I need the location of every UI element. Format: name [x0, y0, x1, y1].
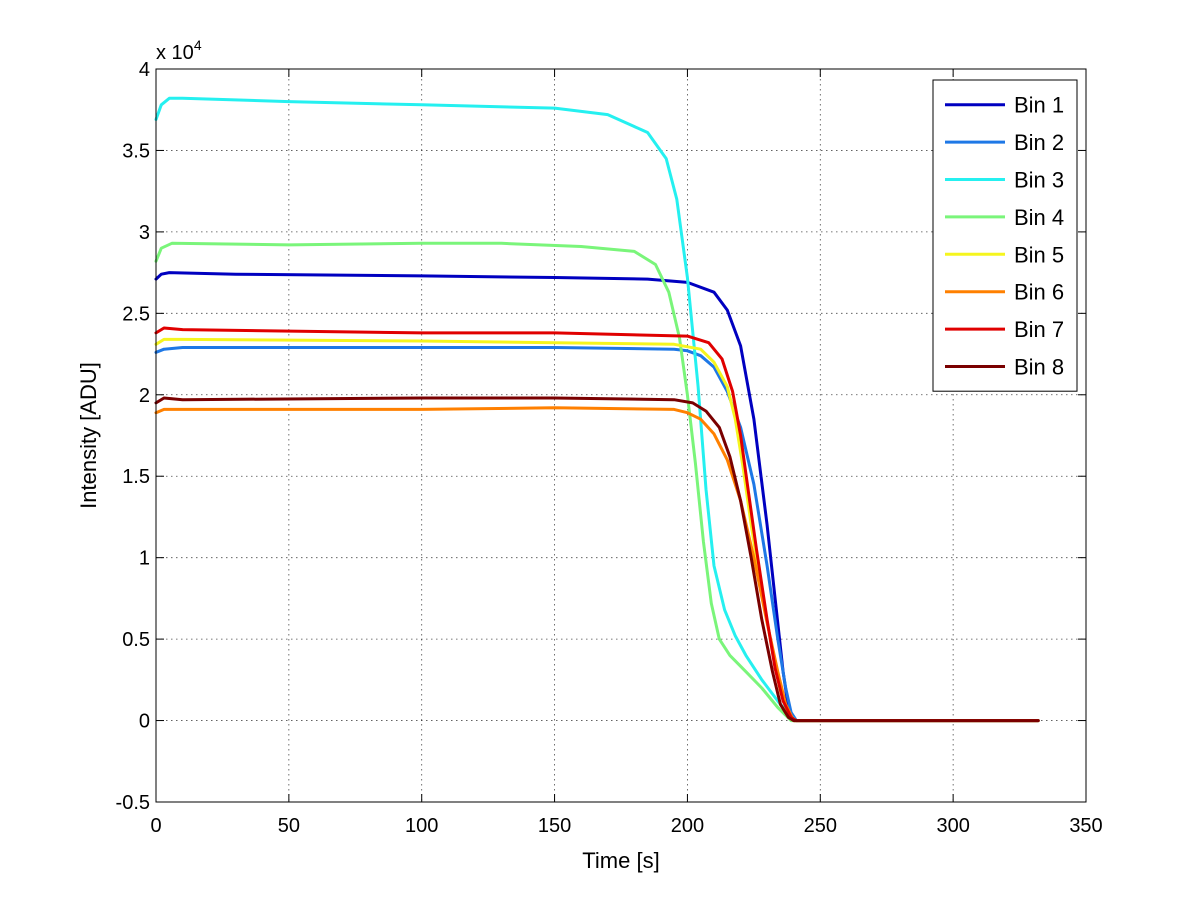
legend-label-bin-8: Bin 8: [1014, 355, 1064, 380]
x-tick-label: 100: [405, 815, 438, 837]
y-tick-label: -0.5: [116, 792, 150, 814]
y-tick-label: 0: [139, 711, 150, 733]
x-tick-label: 150: [538, 815, 571, 837]
series-line-bin-8: [154, 396, 1040, 723]
y-exponent-base: x 10: [156, 42, 194, 64]
y-tick-label: 1: [139, 548, 150, 570]
x-tick-label: 250: [804, 815, 837, 837]
legend-label-bin-2: Bin 2: [1014, 130, 1064, 155]
series-line-bin-7: [154, 326, 1040, 723]
x-axis-label: Time [s]: [582, 848, 659, 873]
y-tick-label: 1.5: [122, 466, 150, 488]
plot-frame: [155, 68, 1087, 803]
x-tick-label: 350: [1069, 815, 1102, 837]
legend-label-bin-3: Bin 3: [1014, 168, 1064, 193]
y-tick-label: 0.5: [122, 629, 150, 651]
x-tick-label: 50: [278, 815, 300, 837]
x-tick-label: 300: [936, 815, 969, 837]
series-line-bin-3: [154, 96, 1040, 723]
series-line-bin-6: [154, 406, 1040, 723]
x-tick-label: 0: [150, 815, 161, 837]
legend-box: [932, 79, 1078, 392]
series-line-bin-4: [154, 241, 1040, 723]
y-tick-label: 2: [139, 385, 150, 407]
legend-label-bin-6: Bin 6: [1014, 280, 1064, 305]
axis-ticks: 0 50 100 150 200 250 300 350-0.500.511.522.533.…: [116, 59, 1103, 837]
legend-label-bin-1: Bin 1: [1014, 93, 1064, 118]
grid: [156, 69, 1086, 802]
y-tick-label: 3: [139, 222, 150, 244]
legend-label-bin-5: Bin 5: [1014, 242, 1064, 267]
y-tick-label: 3.5: [122, 140, 150, 162]
legend: Bin 1 Bin 2 Bin 3 Bin 4 Bin 5 Bin 6 Bin 7 Bin 8: [932, 79, 1078, 392]
plot-area: [156, 69, 1086, 802]
y-tick-label: 4: [139, 59, 150, 81]
y-tick-label: 2.5: [122, 303, 150, 325]
series-line-bin-2: [154, 346, 1040, 723]
y-axis-label: Intensity [ADU]: [76, 362, 101, 509]
y-exponent-power: 4: [194, 37, 202, 53]
x-tick-label: 200: [671, 815, 704, 837]
legend-label-bin-4: Bin 4: [1014, 205, 1064, 230]
y-exponent-label: x 104: [156, 37, 202, 64]
legend-label-bin-7: Bin 7: [1014, 317, 1064, 342]
series-lines: [154, 96, 1040, 723]
